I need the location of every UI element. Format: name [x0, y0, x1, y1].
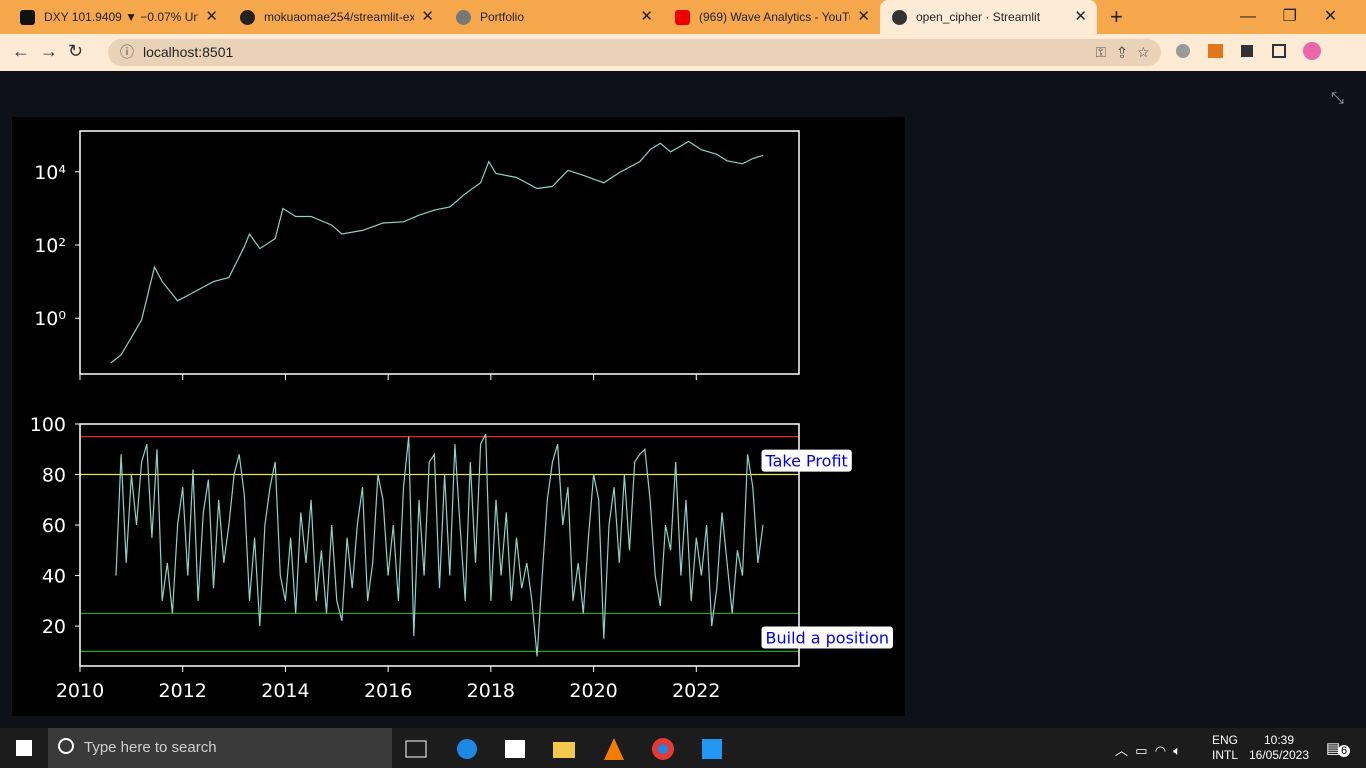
- language: ENG: [1212, 733, 1239, 747]
- y-tick-label: 20: [42, 616, 66, 638]
- tab-icon: [892, 10, 907, 25]
- tab[interactable]: (969) Wave Analytics - YouTu ✕: [663, 0, 880, 34]
- y-tick-label: 100: [30, 414, 66, 436]
- figure-background: [12, 117, 905, 716]
- tab-icon: [20, 10, 35, 25]
- window-controls[interactable]: — ❐ ✕: [1240, 8, 1338, 25]
- new-tab[interactable]: +: [1110, 4, 1123, 29]
- tab-title: Portfolio: [480, 10, 525, 24]
- axes-frame: [79, 130, 800, 375]
- tab-close[interactable]: ✕: [640, 8, 653, 25]
- tab-icon: [456, 10, 471, 25]
- annotation-box: [761, 449, 852, 472]
- fullscreen-toggle[interactable]: ⤡: [1331, 90, 1344, 107]
- extensions[interactable]: [1175, 42, 1345, 60]
- tab-title: mokuaomae254/streamlit-ex: [264, 10, 414, 24]
- tab-title: (969) Wave Analytics - YouTu: [699, 10, 850, 24]
- annotation-box: [761, 626, 894, 649]
- x-tick-label: 2012: [159, 680, 207, 702]
- tab[interactable]: mokuaomae254/streamlit-ex ✕: [228, 0, 444, 34]
- omnibox-icons[interactable]: ⚿ ⇪ ☆: [1095, 44, 1149, 60]
- start-button[interactable]: [16, 740, 32, 756]
- annotation: Build a position: [766, 628, 890, 647]
- date: 16/05/2023: [1248, 748, 1310, 762]
- site-info-icon: ⓘ: [120, 44, 134, 60]
- tab-close[interactable]: ✕: [205, 8, 218, 25]
- tray-icons[interactable]: ︿ ▭ ◠ 🔈︎: [1115, 743, 1182, 758]
- clock[interactable]: 10:39 16/05/2023: [1246, 733, 1312, 763]
- taskbar: Type here to search ︿ ▭ ◠ 🔈︎ ENG INTL 10:…: [0, 728, 1366, 768]
- input-language[interactable]: ENG INTL: [1212, 733, 1238, 763]
- x-tick-label: 2014: [261, 680, 309, 702]
- search-box[interactable]: Type here to search: [48, 728, 392, 768]
- x-tick-label: 2016: [364, 680, 412, 702]
- y-tick-label: 10²: [34, 235, 66, 257]
- time: 10:39: [1263, 733, 1295, 747]
- x-tick-label: 2020: [569, 680, 617, 702]
- tab-icon: [240, 10, 255, 25]
- address-bar[interactable]: ⓘ localhost:8501 ⚿ ⇪ ☆: [108, 39, 1161, 66]
- tab-title: DXY 101.9409 ▼ −0.07% Un: [44, 10, 198, 24]
- tab-close[interactable]: ✕: [421, 8, 434, 25]
- pinned-apps[interactable]: [400, 736, 740, 762]
- extension-icons: [1176, 42, 1321, 60]
- layout: INTL: [1212, 748, 1239, 762]
- axes-frame: [79, 423, 800, 667]
- y-tick-label: 60: [42, 515, 66, 537]
- y-tick-label: 10⁰: [34, 308, 66, 330]
- search-placeholder: Type here to search: [84, 739, 217, 756]
- tab-close[interactable]: ✕: [1074, 8, 1087, 25]
- notification-count: 6: [1338, 745, 1351, 757]
- tab[interactable]: DXY 101.9409 ▼ −0.07% Un ✕: [8, 0, 228, 34]
- tab-icon: [675, 10, 690, 25]
- data-line: [115, 433, 764, 657]
- nav-buttons[interactable]: ← → ↻: [12, 41, 84, 61]
- tab-bar: DXY 101.9409 ▼ −0.07% Un ✕ mokuaomae254/s…: [0, 0, 1366, 34]
- x-tick-label: 2022: [672, 680, 720, 702]
- x-tick-label: 2010: [56, 680, 104, 702]
- x-tick-label: 2018: [467, 680, 515, 702]
- y-tick-label: 10⁴: [34, 162, 66, 184]
- url: localhost:8501: [143, 44, 234, 60]
- tab[interactable]: Portfolio ✕: [444, 0, 663, 34]
- y-tick-label: 40: [42, 566, 66, 588]
- tab[interactable]: open_cipher · Streamlit ✕: [880, 0, 1097, 34]
- tab-title: open_cipher · Streamlit: [916, 10, 1041, 24]
- y-tick-label: 80: [42, 465, 66, 487]
- data-line: [110, 140, 764, 364]
- tab-close[interactable]: ✕: [857, 8, 870, 25]
- notification-center[interactable]: ▤ 6: [1326, 739, 1351, 757]
- annotation: Take Profit: [765, 452, 848, 471]
